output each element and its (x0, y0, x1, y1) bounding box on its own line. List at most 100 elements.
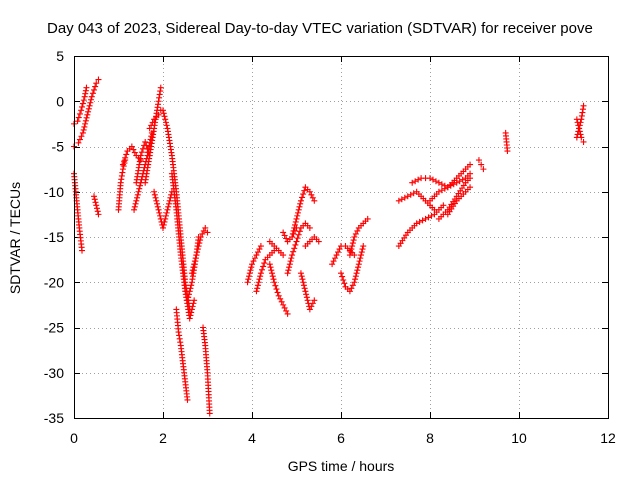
data-series-segment (297, 270, 318, 313)
data-point (459, 176, 466, 183)
data-point (82, 90, 89, 97)
data-point (278, 298, 285, 305)
data-point (395, 197, 402, 204)
data-point (309, 300, 316, 307)
data-point (138, 149, 145, 156)
data-point (93, 202, 100, 209)
grid (74, 56, 608, 418)
data-point (475, 157, 482, 164)
data-point (438, 187, 445, 194)
data-point (206, 410, 213, 417)
data-point (266, 261, 273, 268)
data-point (162, 116, 169, 123)
data-point (119, 161, 126, 168)
data-point (118, 176, 125, 183)
data-point (194, 249, 201, 256)
data-series-segment (115, 157, 129, 213)
data-point (294, 212, 301, 219)
data-point (349, 282, 356, 289)
data-point (253, 252, 260, 259)
data-point (268, 267, 275, 274)
data-point (88, 93, 95, 100)
data-point (360, 243, 367, 250)
data-point (354, 227, 361, 234)
data-series-segment (475, 157, 487, 173)
data-point (428, 212, 435, 219)
data-point (578, 134, 585, 141)
data-point (95, 211, 102, 218)
data-point (415, 176, 422, 183)
data-point (93, 205, 100, 212)
data-point (130, 146, 137, 153)
data-point (435, 179, 442, 186)
data-point (295, 206, 302, 213)
data-series-segment (289, 184, 318, 240)
data-point (347, 249, 354, 256)
data-point (76, 136, 83, 143)
data-point (280, 229, 287, 236)
data-point (155, 111, 162, 118)
data-point (85, 105, 92, 112)
data-point (132, 200, 139, 207)
data-point (248, 264, 255, 271)
data-point (119, 169, 126, 176)
data-point (78, 133, 85, 140)
data-point (249, 261, 255, 268)
data-point (288, 255, 295, 262)
data-point (294, 209, 301, 216)
data-series-segment (346, 215, 371, 259)
data-point (286, 261, 293, 268)
data-point (154, 203, 161, 210)
data-point (87, 99, 94, 106)
data-point (355, 261, 362, 268)
data-point (131, 203, 138, 210)
data-point (165, 203, 172, 210)
data-point (86, 102, 93, 109)
x-tick-label: 4 (248, 430, 256, 446)
data-point (185, 294, 192, 301)
data-point (82, 117, 89, 124)
data-point (254, 282, 261, 289)
data-point (315, 238, 322, 245)
data-point (247, 267, 254, 274)
data-point (202, 224, 209, 231)
data-point (92, 199, 99, 206)
data-point (350, 237, 357, 244)
data-point (256, 276, 263, 283)
data-point (134, 194, 141, 201)
data-point (364, 215, 371, 222)
data-point (280, 301, 287, 308)
data-points (71, 76, 587, 417)
data-point (297, 197, 304, 204)
data-point (346, 288, 353, 295)
data-point (351, 279, 358, 286)
data-point (304, 297, 311, 304)
data-point (164, 206, 171, 213)
data-point (422, 215, 429, 222)
data-series-segment (338, 243, 367, 295)
data-point (93, 80, 100, 87)
data-series-segment (168, 170, 198, 322)
data-series-segment (502, 129, 511, 155)
data-point (260, 263, 267, 270)
data-point (80, 126, 87, 133)
data-point (79, 100, 86, 107)
y-tick-label: -15 (44, 229, 64, 245)
data-point (122, 154, 129, 161)
data-point (339, 273, 346, 280)
data-point (410, 190, 417, 197)
data-point (311, 197, 318, 204)
data-point (301, 187, 308, 194)
data-point (294, 235, 301, 242)
data-point (289, 230, 296, 237)
data-point (270, 276, 277, 283)
data-point (80, 97, 87, 104)
data-point (306, 306, 313, 313)
data-point (135, 188, 142, 195)
data-point (79, 247, 86, 254)
data-series-segment (71, 170, 86, 254)
data-point (349, 243, 356, 250)
data-series-segment (160, 107, 193, 313)
data-point (160, 107, 166, 114)
y-tick-label: -20 (44, 274, 64, 290)
